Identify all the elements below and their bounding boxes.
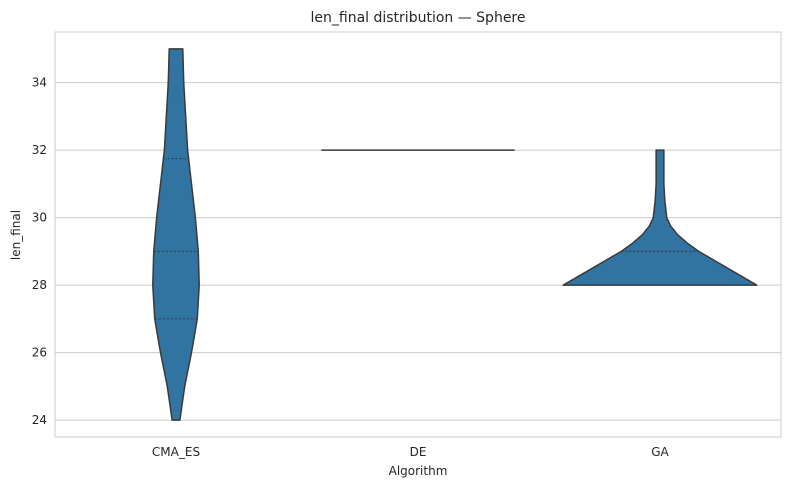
y-tick-label: 24 xyxy=(32,413,47,427)
x-axis-label: Algorithm xyxy=(389,464,448,478)
violin-body xyxy=(152,48,200,421)
x-tick-label: GA xyxy=(651,445,669,459)
violin-cma-es xyxy=(152,48,200,421)
violin-body xyxy=(562,149,758,286)
x-tick-labels: CMA_ES DE GA xyxy=(152,445,670,459)
chart-title: len_final distribution — Sphere xyxy=(311,10,526,26)
x-tick-label: CMA_ES xyxy=(152,445,200,459)
y-tick-label: 34 xyxy=(32,76,47,90)
violins-group xyxy=(152,48,758,421)
violin-ga xyxy=(562,149,758,286)
y-tick-label: 26 xyxy=(32,346,47,360)
y-tick-label: 32 xyxy=(32,143,47,157)
y-tick-label: 28 xyxy=(32,278,47,292)
y-axis-label: len_final xyxy=(9,210,23,260)
y-tick-label: 30 xyxy=(32,211,47,225)
x-tick-label: DE xyxy=(410,445,427,459)
y-tick-labels: 24 26 28 30 32 34 xyxy=(32,76,47,428)
